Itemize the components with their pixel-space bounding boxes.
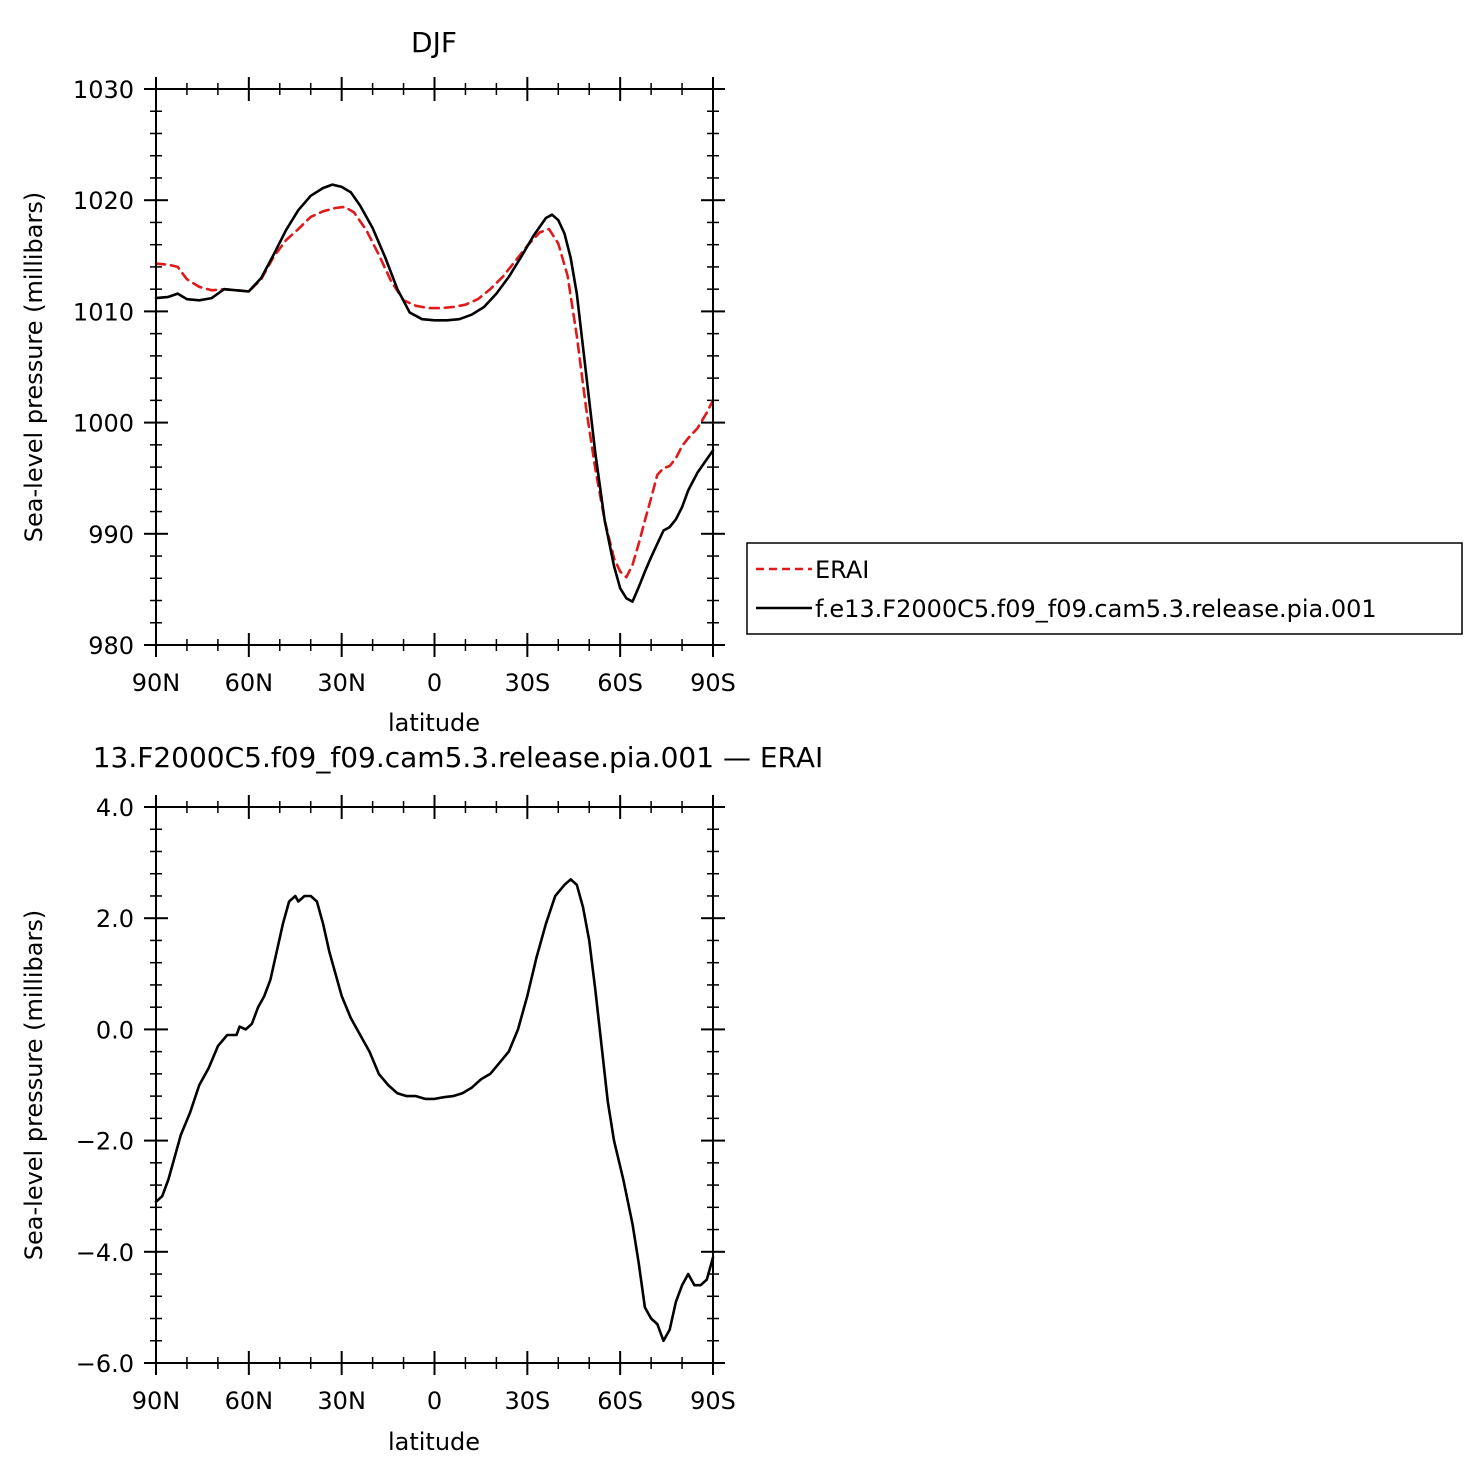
- y-tick-label: 4.0: [96, 794, 134, 822]
- legend-erai-label: ERAI: [815, 556, 869, 584]
- top-x-axis-label: latitude: [388, 709, 480, 737]
- bottom-y-axis-label: Sea-level pressure (millibars): [20, 910, 48, 1260]
- x-tick-label: 30N: [317, 669, 366, 697]
- x-tick-label: 60S: [597, 1387, 643, 1415]
- y-tick-label: 990: [88, 521, 134, 549]
- y-tick-label: 1000: [73, 410, 134, 438]
- x-tick-label: 0: [427, 1387, 442, 1415]
- erai-series-line: [154, 205, 715, 579]
- bottom-panel: 13.F2000C5.f09_f09.cam5.3.release.pia.00…: [20, 741, 823, 1456]
- legend: ERAI f.e13.F2000C5.f09_f09.cam5.3.releas…: [746, 542, 1463, 635]
- top-ticks: 90N 60N 30N 0 30S 60S 90S 980 990 1000 1010 1020 103…: [73, 76, 736, 697]
- x-tick-label: 30N: [317, 1387, 366, 1415]
- y-tick-label: 980: [88, 632, 134, 660]
- y-tick-label: 0.0: [96, 1016, 134, 1044]
- y-tick-label: −4.0: [76, 1239, 134, 1267]
- x-tick-label: 90S: [690, 1387, 736, 1415]
- x-tick-label: 30S: [504, 1387, 550, 1415]
- top-plot-frame: [155, 88, 714, 646]
- difference-series-line: [154, 877, 715, 1343]
- x-tick-label: 30S: [504, 669, 550, 697]
- top-title: DJF: [411, 26, 457, 59]
- bottom-ticks: 90N 60N 30N 0 30S 60S 90S −6.0 −4.0 −2.0 0.0 2.0 4.0: [76, 794, 736, 1415]
- x-tick-label: 60N: [225, 1387, 274, 1415]
- bottom-plot-frame: [155, 806, 714, 1364]
- x-tick-label: 60N: [225, 669, 274, 697]
- x-tick-label: 90N: [132, 669, 181, 697]
- bottom-x-axis-label: latitude: [388, 1428, 480, 1456]
- y-tick-label: 2.0: [96, 905, 134, 933]
- y-tick-label: 1020: [73, 187, 134, 215]
- x-tick-label: 90N: [132, 1387, 181, 1415]
- legend-box: [746, 542, 1463, 635]
- x-tick-label: 60S: [597, 669, 643, 697]
- top-panel: DJF 90N 60N 30N 0 30S 60S 90S 980 990 1000 1010 102…: [20, 26, 736, 737]
- x-tick-label: 90S: [690, 669, 736, 697]
- x-tick-label: 0: [427, 669, 442, 697]
- bottom-series: [154, 877, 715, 1343]
- y-tick-label: 1010: [73, 298, 134, 326]
- top-y-axis-label: Sea-level pressure (millibars): [20, 192, 48, 542]
- top-series: [154, 183, 715, 603]
- bottom-title: 13.F2000C5.f09_f09.cam5.3.release.pia.00…: [93, 741, 824, 774]
- legend-model-label: f.e13.F2000C5.f09_f09.cam5.3.release.pia…: [815, 595, 1377, 623]
- y-tick-label: −6.0: [76, 1350, 134, 1378]
- y-tick-label: −2.0: [76, 1128, 134, 1156]
- y-tick-label: 1030: [73, 76, 134, 104]
- model-series-line: [154, 183, 715, 603]
